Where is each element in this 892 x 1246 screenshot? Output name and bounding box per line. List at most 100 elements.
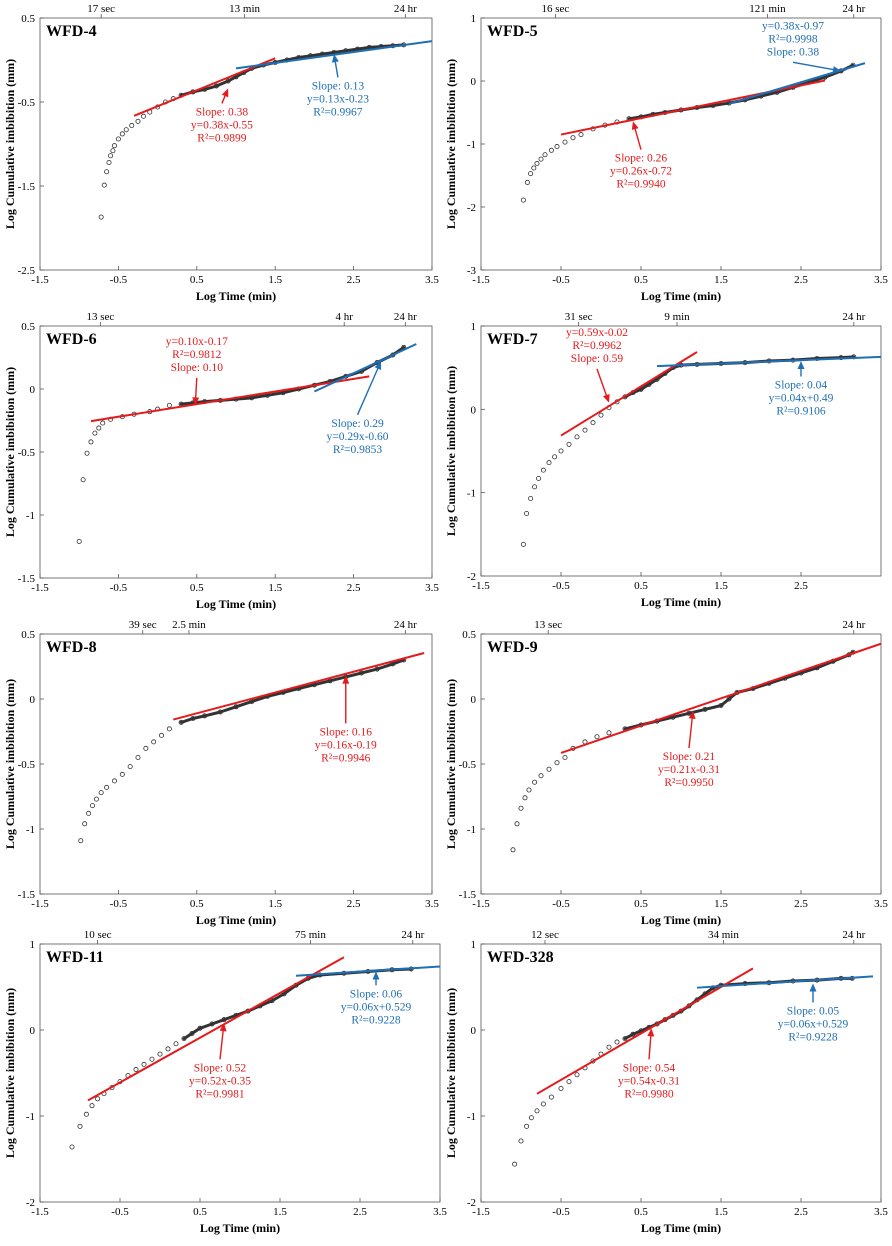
data-dense-segment (671, 711, 691, 719)
x-tick-label: -1.5 (31, 898, 49, 910)
top-tick-label: 2.5 min (172, 619, 206, 631)
data-point (534, 161, 540, 167)
data-dense-segment (214, 79, 230, 88)
annotation-text: R²=0.9228 (351, 1014, 400, 1026)
data-point (536, 475, 542, 481)
data-dense-segment (359, 667, 379, 675)
data-point (100, 420, 106, 426)
chart-title: WFD-7 (487, 331, 538, 348)
chart-title: WFD-8 (46, 639, 97, 656)
top-tick-label: 24 hr (394, 619, 417, 631)
top-tick-label: 10 sec (84, 929, 112, 941)
data-point (524, 510, 530, 516)
y-tick-label: -1 (467, 824, 476, 836)
data-point (558, 448, 564, 454)
data-dense-segment (270, 992, 286, 1003)
fit-line (696, 975, 874, 989)
annotation-text: R²=0.9962 (572, 340, 621, 352)
annotation-text: Slope: 0.26 (615, 153, 668, 165)
data-dense-segment (258, 999, 274, 1008)
data-dense-segment (639, 382, 651, 391)
annotation-arrow-head (631, 121, 639, 130)
top-tick-label: 24 hr (394, 3, 417, 15)
fit-line (173, 652, 425, 721)
y-axis-label: Log Cumulative imbibition (mm) (3, 367, 17, 537)
x-tick-label: 2.5 (794, 1206, 808, 1218)
y-axis-label: Log Cumulative imbibition (mm) (3, 679, 17, 849)
data-point (532, 484, 538, 490)
data-dense-segment (297, 683, 316, 691)
data-dense-segment (647, 377, 659, 386)
x-tick-label: 1.5 (273, 1206, 287, 1218)
data-point (166, 726, 172, 732)
annotation-text: R²=0.9981 (195, 1088, 244, 1100)
annotation-text: R²=0.9899 (197, 132, 246, 144)
x-tick-label: 0.5 (190, 582, 204, 594)
data-point (165, 1046, 171, 1052)
data-point (106, 159, 112, 165)
data-point (566, 441, 572, 447)
annotation-text: y=0.59x-0.02 (566, 327, 628, 339)
data-point (528, 1115, 534, 1121)
x-axis-label: Log Time (min) (196, 597, 276, 611)
data-point (606, 1044, 612, 1050)
x-tick-label: -1.5 (472, 274, 490, 286)
x-tick-label: -0.5 (552, 580, 570, 592)
data-dense-segment (711, 101, 731, 108)
annotation-text: R²=0.9950 (664, 777, 713, 789)
chart-panel-4: WFD-7 -1.5 -0.5 0.5 1.5 2.5 -2 -1 0 1 31 sec 9 min 2… (444, 311, 882, 609)
x-tick-label: 2.5 (347, 274, 361, 286)
top-tick-label: 75 min (295, 929, 326, 941)
data-dense-segment (191, 714, 207, 720)
chart-panel-7: WFD-11 -1.5 -0.5 0.5 1.5 2.5 3.5 -2 -1 0 1 10 sec 75… (3, 929, 447, 1235)
data-point (84, 450, 90, 456)
annotation-text: Slope: 0.10 (171, 362, 224, 374)
data-dense-segment (297, 54, 312, 59)
data-point (614, 1039, 620, 1045)
x-tick-label: 2.5 (794, 274, 808, 286)
data-point (514, 821, 520, 827)
data-point (554, 760, 560, 766)
x-tick-label: 1.5 (714, 898, 728, 910)
fit-line (295, 965, 441, 977)
data-point (83, 1111, 89, 1117)
x-tick-label: 2.5 (347, 582, 361, 594)
annotation-text: y=0.26x-0.72 (610, 166, 672, 178)
data-point (140, 113, 146, 119)
x-tick-label: 1.5 (714, 580, 728, 592)
annotation-arrow-head (331, 54, 339, 63)
y-tick-label: -1.5 (18, 573, 36, 585)
annotation-arrow-head (809, 983, 817, 992)
annotation-text: Slope: 0.21 (663, 751, 716, 763)
data-point (518, 1138, 524, 1144)
x-tick-label: -1.5 (31, 582, 49, 594)
data-point (574, 1072, 580, 1078)
annotation-text: R²=0.9940 (616, 179, 665, 191)
chart-panel-2: WFD-5 -1.5 -0.5 0.5 1.5 2.5 3.5 -3 -2 -1 0 1 16 sec 1… (444, 3, 888, 303)
y-tick-label: -2 (467, 571, 476, 583)
annotation-arrow-head (342, 675, 350, 684)
annotation-text: Slope: 0.04 (775, 380, 828, 392)
annotation-arrow-shaft (219, 1026, 225, 1060)
data-dense-segment (719, 697, 731, 707)
x-tick-label: -0.5 (110, 898, 128, 910)
annotation-text: Slope: 0.59 (571, 353, 624, 365)
x-axis-label: Log Time (min) (641, 595, 721, 609)
data-dense-segment (250, 393, 269, 400)
y-tick-label: -1.5 (459, 889, 477, 901)
annotation-text: R²=0.9967 (313, 106, 362, 118)
y-tick-label: 1 (30, 939, 36, 951)
data-dense-segment (687, 707, 707, 715)
data-dense-segment (751, 681, 771, 691)
chart-title: WFD-5 (487, 23, 538, 40)
data-point (520, 541, 526, 547)
fit-line (536, 967, 754, 1095)
data-dense-segment (282, 983, 298, 996)
data-point (528, 171, 534, 177)
x-tick-label: 3.5 (433, 1206, 447, 1218)
annotation-text: Slope: 0.54 (623, 1062, 676, 1074)
data-point (92, 430, 98, 436)
data-point (524, 1123, 530, 1129)
data-point (590, 420, 596, 426)
x-axis-label: Log Time (min) (196, 289, 276, 303)
